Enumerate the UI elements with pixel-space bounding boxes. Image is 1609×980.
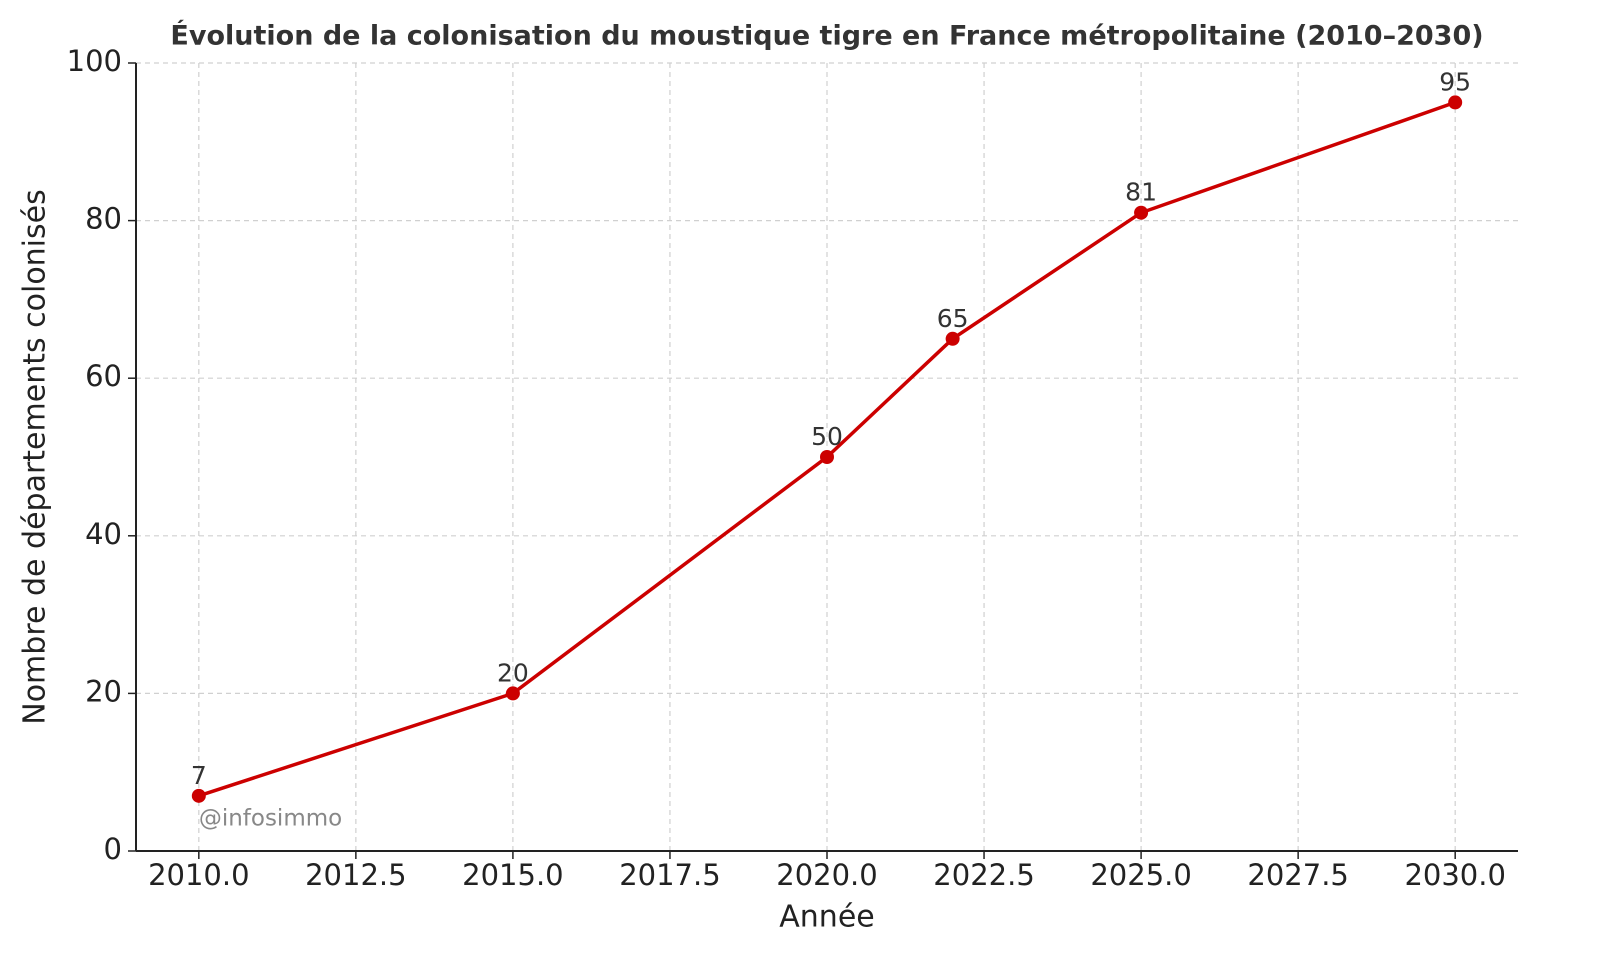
data-point <box>505 686 520 701</box>
x-tick-label: 2017.5 <box>619 858 720 892</box>
series-line <box>198 100 1456 798</box>
data-point <box>820 450 834 464</box>
x-tick-label: 2022.5 <box>933 858 1034 892</box>
data-label: 65 <box>937 304 969 333</box>
data-label: 7 <box>191 761 207 790</box>
data-label: 95 <box>1439 67 1471 96</box>
y-tick-label: 20 <box>85 674 122 708</box>
x-tick-label: 2027.5 <box>1247 858 1348 892</box>
x-tick-label: 2015.0 <box>462 858 563 892</box>
x-tick-label: 2010.0 <box>148 858 249 892</box>
chart-title: Évolution de la colonisation du moustiqu… <box>170 20 1483 52</box>
y-tick-label: 60 <box>85 359 122 393</box>
y-tick-label: 0 <box>104 832 122 866</box>
data-point <box>191 788 206 803</box>
data-label: 20 <box>497 658 529 687</box>
y-tick-label: 80 <box>85 202 122 236</box>
y-tick-label: 100 <box>67 44 122 78</box>
y-tick-label: 40 <box>85 517 122 551</box>
x-tick-label: 2030.0 <box>1404 858 1505 892</box>
x-axis-label: Année <box>779 900 874 935</box>
data-label: 81 <box>1125 178 1157 207</box>
y-axis-label: Nombre de départements colonisés <box>18 189 53 724</box>
watermark: @infosimmo <box>199 806 342 832</box>
x-tick-label: 2020.0 <box>776 858 877 892</box>
x-tick-label: 2012.5 <box>305 858 406 892</box>
data-point <box>1134 205 1149 220</box>
data-point <box>1448 95 1463 110</box>
x-tick-label: 2025.0 <box>1090 858 1191 892</box>
data-point <box>945 331 960 346</box>
data-label: 50 <box>811 422 843 451</box>
